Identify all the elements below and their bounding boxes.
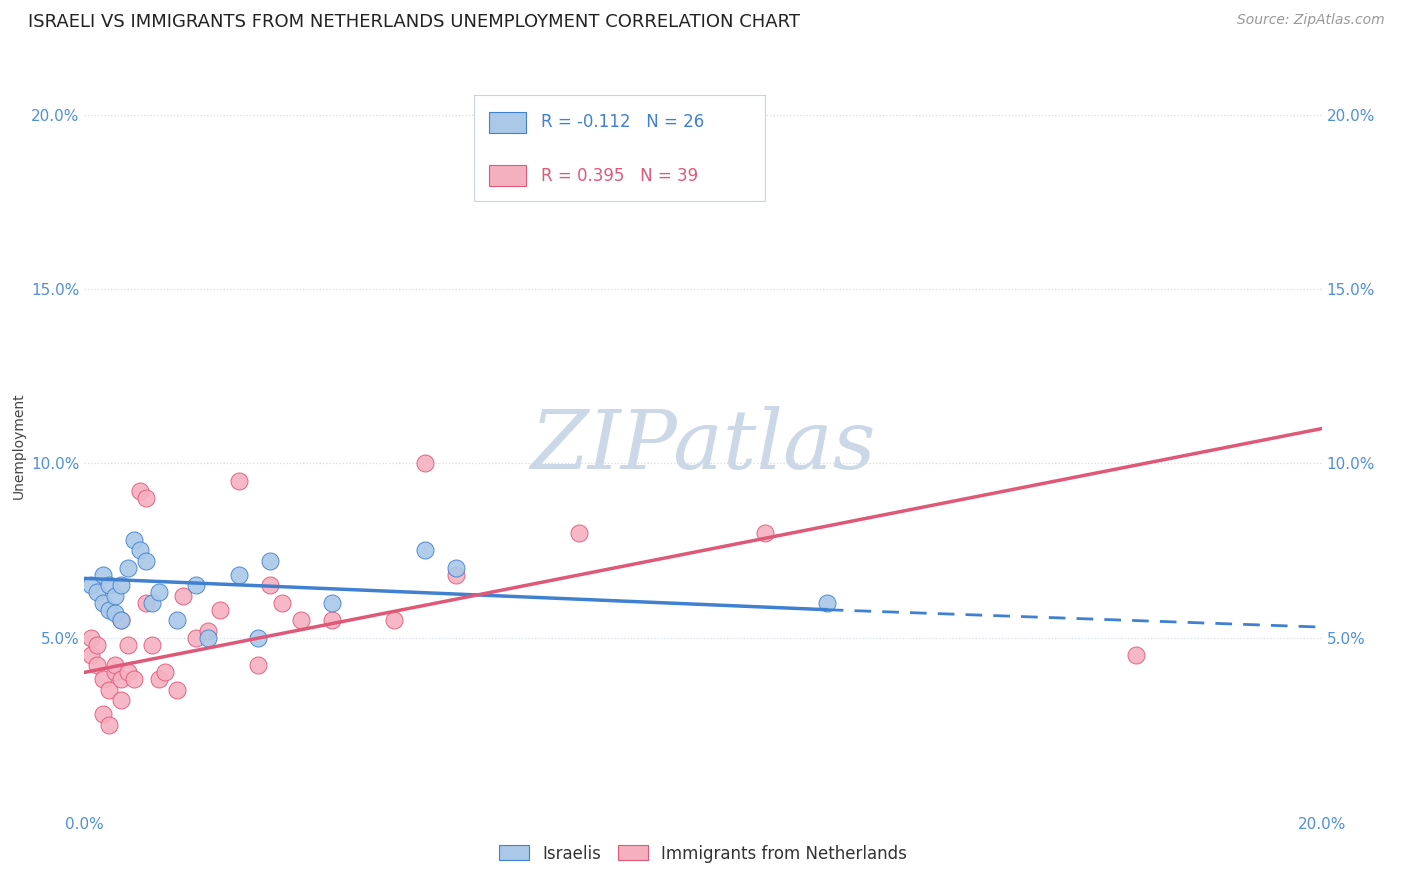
Point	[259, 554, 281, 568]
Point	[86, 658, 108, 673]
Point	[86, 585, 108, 599]
Point	[79, 648, 101, 662]
Point	[98, 603, 121, 617]
Point	[148, 673, 170, 687]
Text: ISRAELI VS IMMIGRANTS FROM NETHERLANDS UNEMPLOYMENT CORRELATION CHART: ISRAELI VS IMMIGRANTS FROM NETHERLANDS U…	[28, 13, 800, 31]
Point	[117, 638, 139, 652]
Point	[110, 578, 132, 592]
Point	[382, 613, 405, 627]
Point	[197, 631, 219, 645]
Point	[153, 665, 176, 680]
Point	[91, 673, 114, 687]
Point	[228, 474, 250, 488]
Point	[91, 707, 114, 722]
Point	[104, 606, 127, 620]
Point	[413, 543, 436, 558]
Point	[117, 561, 139, 575]
Point	[104, 665, 127, 680]
Point	[91, 596, 114, 610]
Point	[321, 613, 343, 627]
Point	[184, 631, 207, 645]
Point	[129, 543, 152, 558]
FancyBboxPatch shape	[474, 95, 765, 201]
Point	[166, 682, 188, 697]
Point	[141, 596, 163, 610]
Point	[290, 613, 312, 627]
Point	[184, 578, 207, 592]
Point	[815, 596, 838, 610]
Point	[166, 613, 188, 627]
Point	[110, 613, 132, 627]
Point	[86, 638, 108, 652]
Point	[122, 533, 145, 547]
Text: ZIPatlas: ZIPatlas	[530, 406, 876, 486]
Point	[104, 658, 127, 673]
Text: R = 0.395   N = 39: R = 0.395 N = 39	[541, 167, 697, 185]
Point	[91, 567, 114, 582]
Point	[172, 589, 194, 603]
Point	[444, 561, 467, 575]
Point	[413, 457, 436, 471]
Point	[259, 578, 281, 592]
Point	[209, 603, 232, 617]
Point	[79, 631, 101, 645]
Point	[321, 596, 343, 610]
Point	[148, 585, 170, 599]
Point	[568, 526, 591, 541]
Y-axis label: Unemployment: Unemployment	[11, 392, 25, 500]
Point	[135, 596, 157, 610]
Text: R = -0.112   N = 26: R = -0.112 N = 26	[541, 113, 704, 131]
Point	[98, 717, 121, 731]
Point	[246, 658, 269, 673]
Point	[110, 673, 132, 687]
Point	[197, 624, 219, 638]
Point	[271, 596, 294, 610]
Point	[98, 682, 121, 697]
Point	[141, 638, 163, 652]
Point	[110, 613, 132, 627]
Point	[104, 589, 127, 603]
Point	[444, 567, 467, 582]
Text: Source: ZipAtlas.com: Source: ZipAtlas.com	[1237, 13, 1385, 28]
Point	[135, 491, 157, 506]
Legend: Israelis, Immigrants from Netherlands: Israelis, Immigrants from Netherlands	[492, 838, 914, 869]
FancyBboxPatch shape	[489, 164, 526, 186]
Point	[228, 567, 250, 582]
Point	[110, 693, 132, 707]
FancyBboxPatch shape	[489, 112, 526, 134]
Point	[117, 665, 139, 680]
Point	[1125, 648, 1147, 662]
Point	[246, 631, 269, 645]
Point	[79, 578, 101, 592]
Point	[122, 673, 145, 687]
Point	[754, 526, 776, 541]
Point	[129, 484, 152, 499]
Point	[135, 554, 157, 568]
Point	[98, 578, 121, 592]
